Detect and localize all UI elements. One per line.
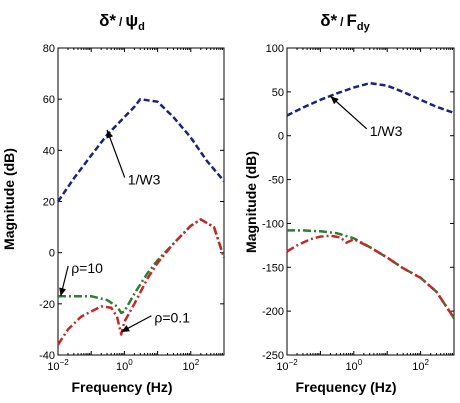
right-chart: δ* / Fdy -250 -200 -150 -100 -50 0 50 100 10−2 100 1…: [243, 11, 456, 395]
right-annotation-bg: [367, 122, 408, 139]
right-x-tick-label: 10−2: [276, 358, 298, 373]
left-plot-area: -40 -20 0 20 40 60 80 10−2 100 102 1/W3 ρ=10 ρ=0.1: [39, 43, 226, 373]
right-annotation-arrow: [330, 95, 368, 130]
left-x-tick-label: 100: [116, 358, 133, 373]
right-y-tick-label: 0: [278, 131, 284, 143]
left-y-tick-label: 20: [43, 197, 55, 209]
left-chart-title: δ* / ψd: [99, 11, 145, 33]
left-annotation-arrowhead: [59, 287, 66, 297]
right-x-tick-label: 100: [345, 358, 362, 373]
left-annotation-label: ρ=0.1: [154, 310, 190, 326]
left-x-tick-label: 10−2: [47, 358, 69, 373]
left-annotation-arrowhead: [121, 325, 130, 332]
left-annotation-bg: [152, 309, 201, 326]
right-y-tick-label: -50: [268, 175, 284, 187]
right-series-line-0: [286, 81, 455, 117]
left-y-tick-label: 80: [43, 43, 55, 55]
left-annotation-arrow: [106, 129, 126, 178]
right-y-tick-label: -150: [262, 262, 284, 274]
left-x-tick-label: 102: [182, 358, 199, 373]
left-annotation-label: 1/W3: [128, 172, 161, 188]
left-y-tick-label: -20: [39, 299, 55, 311]
right-chart-title: δ* / Fdy: [320, 11, 370, 33]
right-y-tick-label: -250: [262, 350, 284, 362]
right-y-tick-label: 100: [266, 43, 284, 55]
right-series-line-2: [286, 234, 456, 319]
left-y-tick-label: 40: [43, 145, 55, 157]
right-annotation-arrowhead: [330, 96, 339, 105]
left-y-tick-label: -40: [39, 350, 55, 362]
left-annotation-bg: [125, 171, 166, 188]
right-y-tick-label: -200: [262, 306, 284, 318]
left-annotation-label: ρ=10: [71, 260, 103, 276]
left-chart: δ* / ψd -40 -20 0 20 40 60 80 10−2 100 102 1/W3 ρ=10 ρ…: [1, 11, 226, 395]
left-y-tick-label: 0: [49, 248, 55, 260]
right-y-axis-label: Magnitude (dB): [243, 151, 259, 253]
right-y-tick-label: 50: [272, 87, 284, 99]
right-annotation-label: 1/W3: [370, 123, 403, 139]
left-annotation-arrowhead: [106, 129, 114, 139]
left-series-line-0: [56, 97, 225, 203]
right-series-line-1: [287, 229, 456, 319]
left-x-axis-label: Frequency (Hz): [71, 379, 172, 395]
left-annotation-bg: [69, 259, 110, 276]
left-axes-frame: [57, 47, 225, 356]
right-x-tick-label: 102: [412, 358, 429, 373]
right-y-tick-label: -100: [262, 218, 284, 230]
left-y-tick-label: 60: [43, 94, 55, 106]
left-series-line-1: [58, 218, 226, 315]
left-y-axis-label: Magnitude (dB): [1, 148, 17, 250]
right-axes-frame: [286, 47, 455, 356]
left-series-line-2: [56, 218, 226, 346]
right-x-axis-label: Frequency (Hz): [295, 379, 396, 395]
right-plot-area: -250 -200 -150 -100 -50 0 50 100 10−2 100 102 1/W3: [262, 43, 456, 373]
